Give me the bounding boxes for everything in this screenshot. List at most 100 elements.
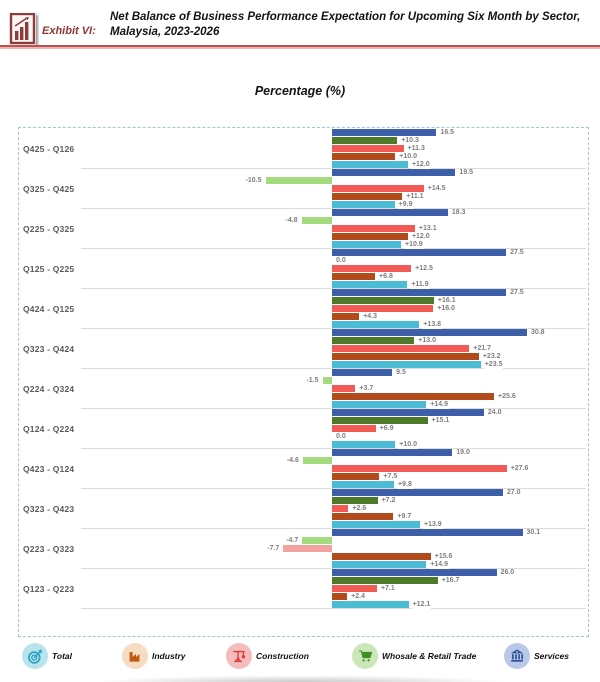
value-label: 19.0 (455, 448, 471, 457)
value-label: 27.0 (505, 488, 522, 497)
value-label: +4.3 (362, 312, 379, 321)
value-label: +10.3 (400, 136, 420, 145)
exhibit-label: Exhibit VI: (42, 25, 96, 37)
value-label: +2.6 (351, 504, 368, 513)
value-label: +12.5 (414, 264, 434, 273)
value-label: +12.0 (410, 160, 431, 169)
value-label: +23.5 (483, 360, 504, 369)
value-label: +9.7 (396, 512, 413, 521)
value-label: -1.5 (305, 376, 320, 385)
bar-industry (332, 153, 396, 160)
value-label: 18.3 (450, 208, 467, 217)
group-separator (81, 368, 586, 369)
target-icon (22, 643, 48, 669)
legend-label-construction: Construction (256, 651, 309, 661)
value-label: 27.5 (509, 248, 525, 257)
bar-whosale-retail-trade (322, 377, 332, 384)
bar-whosale-retail-trade (332, 137, 398, 144)
bar-construction (332, 465, 507, 472)
bar-total (332, 161, 408, 168)
value-label: +16.7 (440, 576, 461, 585)
value-label: +12.0 (410, 232, 431, 241)
bar-construction (332, 425, 376, 432)
bar-construction (332, 265, 412, 272)
group-separator (81, 568, 586, 569)
bar-industry (332, 353, 479, 360)
bar-construction (332, 385, 356, 392)
value-label: +7.1 (379, 584, 396, 593)
legend-item-industry: Industry (122, 643, 186, 669)
bar-construction (332, 145, 404, 152)
value-label: +16.1 (436, 296, 457, 305)
group-separator (81, 528, 586, 529)
bar-construction (332, 585, 377, 592)
legend-label-total: Total (52, 651, 72, 661)
category-label: Q424 - Q125 (23, 303, 75, 314)
value-label: 19.5 (458, 168, 475, 177)
value-label: +10.9 (403, 240, 424, 249)
bar-total (332, 441, 396, 448)
bar-services (332, 489, 503, 496)
value-label: +14.9 (429, 400, 450, 409)
bar-total (332, 361, 481, 368)
bar-services (332, 569, 497, 576)
plot-area: Q425 - Q126 16.5 +10.3 +11.3 +10.0 +12.0 Q325 … (18, 127, 589, 637)
value-label: +14.5 (426, 184, 447, 193)
bar-industry (332, 233, 408, 240)
bar-whosale-retail-trade (302, 537, 332, 544)
group-separator (81, 408, 586, 409)
value-label: 16.5 (439, 128, 456, 137)
value-label: +21.7 (472, 344, 493, 353)
page-title: Net Balance of Business Performance Expe… (110, 10, 598, 39)
bar-total (332, 281, 408, 288)
bar-services (332, 249, 507, 256)
category-label: Q225 - Q325 (23, 223, 75, 234)
bar-chart-icon (9, 12, 36, 45)
value-label: +6.9 (378, 424, 395, 433)
bar-whosale-retail-trade (302, 457, 332, 464)
legend-item-total: Total (22, 643, 72, 669)
value-label: +15.6 (433, 552, 454, 561)
value-label: +11.3 (406, 144, 426, 153)
value-label: +13.1 (417, 224, 438, 233)
value-label: +9.8 (397, 480, 413, 489)
bar-industry (332, 313, 360, 320)
legend-label-services: Services (534, 651, 569, 661)
category-label: Q325 - Q425 (23, 183, 75, 194)
bar-industry (332, 473, 380, 480)
category-label: Q124 - Q224 (23, 423, 75, 434)
value-label: -4.6 (285, 456, 300, 465)
value-label: +14.9 (429, 560, 450, 569)
value-label: +15.1 (430, 416, 451, 425)
value-label: +7.5 (382, 472, 399, 481)
bar-industry (332, 553, 431, 560)
value-label: 27.5 (509, 288, 525, 297)
category-label: Q425 - Q126 (23, 143, 75, 154)
bar-services (332, 129, 437, 136)
value-label: +23.2 (481, 352, 502, 361)
factory-icon (122, 643, 148, 669)
value-label: +12.1 (411, 600, 432, 609)
category-label: Q224 - Q324 (23, 383, 75, 394)
bar-industry (332, 193, 403, 200)
legend-label-wholesale-retail: Whosale & Retail Trade (382, 651, 477, 661)
value-label: 26.0 (499, 568, 516, 577)
bar-total (332, 401, 427, 408)
header-divider (0, 45, 600, 47)
legend-item-services: Services (504, 643, 569, 669)
value-label: -7.7 (266, 544, 281, 553)
bar-construction (332, 305, 434, 312)
legend-label-industry: Industry (152, 651, 186, 661)
title-line-2: Malaysia, 2023-2026 (110, 25, 220, 38)
bar-whosale-retail-trade (265, 177, 332, 184)
bar-whosale-retail-trade (332, 297, 434, 304)
bar-services (332, 369, 393, 376)
value-label: +25.6 (497, 392, 517, 401)
bar-total (332, 241, 401, 248)
value-label: 9.5 (395, 368, 407, 377)
value-label: +3.7 (358, 384, 375, 393)
bar-services (332, 409, 484, 416)
group-separator (81, 328, 586, 329)
category-label: Q223 - Q323 (23, 543, 75, 554)
